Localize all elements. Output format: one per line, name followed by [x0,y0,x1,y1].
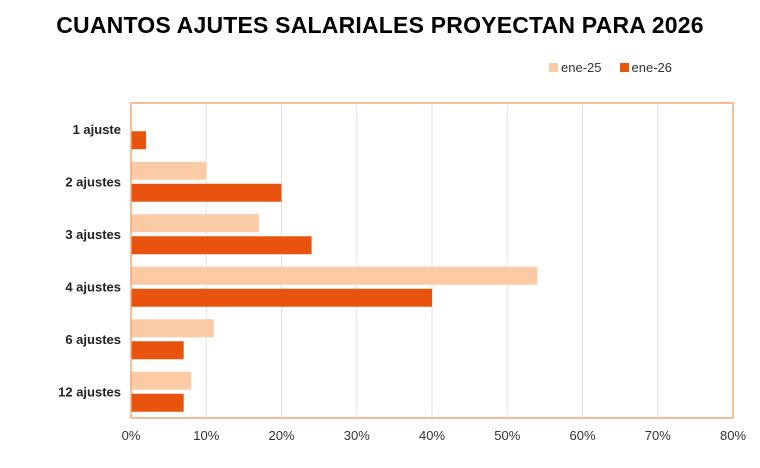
bar-ene-26-4-ajustes [131,288,432,307]
category-label: 2 ajustes [65,174,121,189]
bar-ene-25-3-ajustes [131,214,259,233]
x-tick-label: 0% [122,428,141,443]
bar-ene-26-1-ajuste [131,131,147,150]
legend-item-ene-25: ene-25 [549,60,602,75]
x-tick-label: 50% [494,428,520,443]
x-tick-label: 60% [569,428,595,443]
x-tick-label: 40% [419,428,445,443]
legend-item-ene-26: ene-26 [619,60,672,75]
x-tick-label: 20% [268,428,294,443]
bar-ene-25-4-ajustes [131,266,538,285]
category-label: 1 ajuste [73,122,121,137]
bar-ene-25-6-ajustes [131,319,214,338]
category-label: 6 ajustes [65,332,121,347]
bar-ene-26-6-ajustes [131,341,184,360]
x-tick-label: 30% [344,428,370,443]
category-label: 3 ajustes [65,227,121,242]
bar-ene-26-3-ajustes [131,236,312,255]
x-tick-label: 80% [720,428,746,443]
bar-ene-25-12-ajustes [131,371,192,390]
x-tick-label: 70% [645,428,671,443]
legend-label-ene-26: ene-26 [631,60,672,75]
legend-label-ene-25: ene-25 [561,60,602,75]
bar-ene-25-2-ajustes [131,161,207,180]
chart-title: CUANTOS AJUTES SALARIALES PROYECTAN PARA… [56,12,704,38]
x-tick-label: 10% [193,428,219,443]
bar-ene-26-12-ajustes [131,393,184,412]
category-label: 12 ajustes [58,384,121,399]
legend-swatch-ene-26 [619,63,629,72]
plot-area-border [130,102,734,419]
category-label: 4 ajustes [65,279,121,294]
legend-swatch-ene-25 [549,63,559,72]
chart-legend: ene-25 ene-26 [549,60,672,75]
bar-ene-26-2-ajustes [131,183,282,202]
